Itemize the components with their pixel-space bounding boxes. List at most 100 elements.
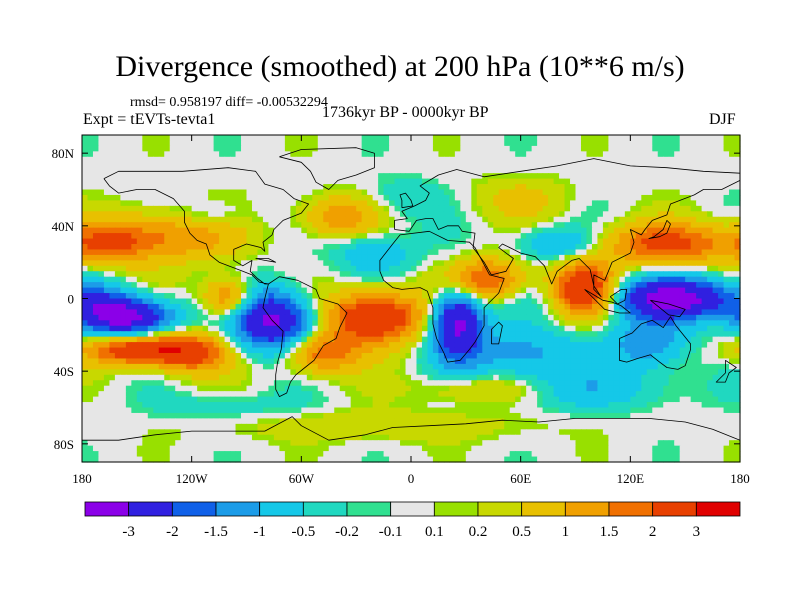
field-cell xyxy=(432,189,440,196)
field-cell xyxy=(405,303,412,310)
field-cell xyxy=(142,178,149,185)
field-cell xyxy=(734,347,741,354)
field-cell xyxy=(449,287,456,294)
field-cell xyxy=(416,162,423,169)
field-cell xyxy=(136,233,143,240)
field-cell xyxy=(476,140,483,147)
field-cell xyxy=(147,184,154,191)
field-cell xyxy=(531,325,538,332)
field-cell xyxy=(356,353,363,360)
field-cell xyxy=(570,260,577,267)
field-cell xyxy=(613,216,620,223)
field-cell xyxy=(169,254,176,261)
field-cell xyxy=(361,162,368,169)
field-cell xyxy=(235,156,242,163)
field-cell xyxy=(147,271,154,278)
field-cell xyxy=(158,314,165,321)
field-cell xyxy=(394,303,401,310)
field-cell xyxy=(389,249,396,256)
field-cell xyxy=(734,189,741,196)
field-cell xyxy=(383,287,390,294)
field-cell xyxy=(361,347,368,354)
field-cell xyxy=(345,233,352,240)
field-cell xyxy=(674,238,681,245)
field-cell xyxy=(613,293,620,300)
field-cell xyxy=(619,265,626,272)
field-cell xyxy=(734,249,741,256)
field-cell xyxy=(531,353,538,360)
field-cell xyxy=(734,244,741,251)
field-cell xyxy=(685,222,692,229)
field-cell xyxy=(273,173,280,180)
field-cell xyxy=(334,194,341,201)
field-cell xyxy=(564,140,571,147)
field-cell xyxy=(652,244,659,251)
field-cell xyxy=(125,189,132,196)
field-cell xyxy=(438,244,445,251)
field-cell xyxy=(482,227,489,234)
field-cell xyxy=(482,140,489,147)
field-cell xyxy=(147,205,154,212)
field-cell xyxy=(279,282,286,289)
field-cell xyxy=(613,194,620,201)
field-cell xyxy=(317,173,324,180)
field-cell xyxy=(158,233,165,240)
field-cell xyxy=(378,162,385,169)
field-cell xyxy=(718,135,725,142)
field-cell xyxy=(580,200,588,207)
field-cell xyxy=(334,298,341,305)
field-cell xyxy=(356,287,363,294)
field-cell xyxy=(586,287,593,294)
field-cell xyxy=(142,238,149,245)
field-cell xyxy=(367,298,374,305)
field-cell xyxy=(202,303,209,310)
field-cell xyxy=(98,276,105,283)
field-cell xyxy=(114,140,121,147)
field-cell xyxy=(164,331,171,338)
field-cell xyxy=(367,282,374,289)
field-cell xyxy=(251,353,259,360)
field-cell xyxy=(586,145,593,152)
field-cell xyxy=(411,298,418,305)
field-cell xyxy=(306,151,313,158)
field-cell xyxy=(542,194,549,201)
field-cell xyxy=(131,145,138,152)
field-cell xyxy=(219,216,226,223)
field-cell xyxy=(92,222,100,229)
field-cell xyxy=(575,184,582,191)
field-cell xyxy=(619,254,626,261)
field-cell xyxy=(652,238,659,245)
field-cell xyxy=(208,331,215,338)
field-cell xyxy=(564,298,571,305)
field-cell xyxy=(208,320,215,327)
field-cell xyxy=(548,276,555,283)
field-cell xyxy=(284,238,291,245)
field-cell xyxy=(246,309,253,316)
field-cell xyxy=(339,200,346,207)
field-cell xyxy=(367,271,374,278)
field-cell xyxy=(718,184,725,191)
field-cell xyxy=(537,314,544,321)
field-cell xyxy=(482,347,489,354)
field-cell xyxy=(416,325,423,332)
field-cell xyxy=(701,303,708,310)
field-cell xyxy=(432,151,440,158)
field-cell xyxy=(197,325,204,332)
field-cell xyxy=(465,303,472,310)
field-cell xyxy=(454,271,461,278)
field-cell xyxy=(114,254,121,261)
field-cell xyxy=(690,309,697,316)
field-cell xyxy=(295,156,302,163)
field-cell xyxy=(734,309,741,316)
divergence-field xyxy=(82,135,741,463)
field-cell xyxy=(208,260,215,267)
field-cell xyxy=(723,156,730,163)
field-cell xyxy=(531,233,538,240)
field-cell xyxy=(718,222,725,229)
field-cell xyxy=(378,293,385,300)
field-cell xyxy=(208,200,215,207)
field-cell xyxy=(635,145,642,152)
field-cell xyxy=(98,211,105,218)
field-cell xyxy=(723,173,730,180)
field-cell xyxy=(591,276,599,283)
